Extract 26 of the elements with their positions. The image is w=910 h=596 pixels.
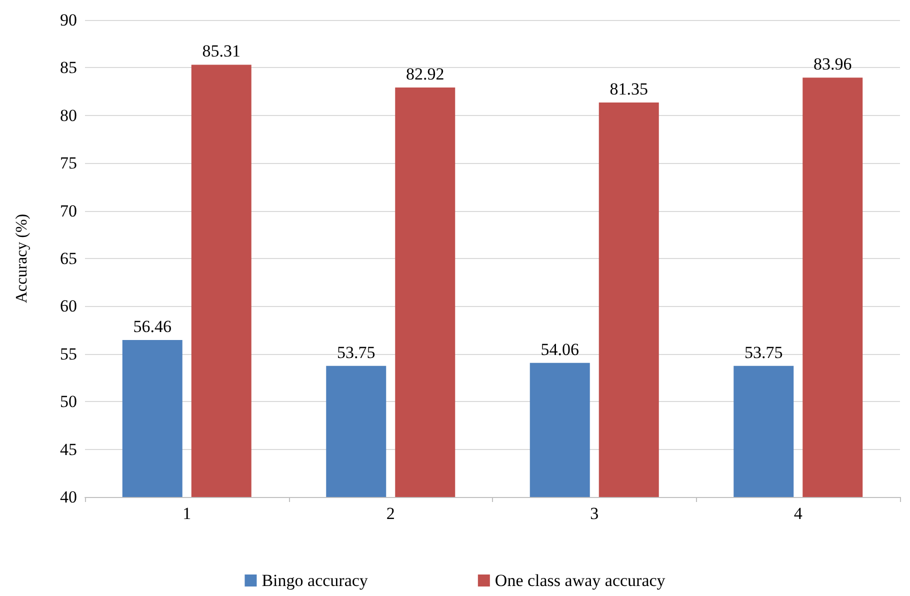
y-tick-label: 75 (60, 154, 77, 173)
y-tick-label: 65 (60, 249, 77, 268)
y-tick-label: 80 (60, 106, 77, 125)
data-label: 56.46 (133, 316, 172, 336)
y-tick-label: 85 (60, 58, 77, 78)
data-label: 83.96 (814, 54, 852, 74)
y-axis-title: Accuracy (%) (14, 214, 30, 304)
data-label: 53.75 (744, 342, 783, 362)
data-label: 53.75 (337, 342, 376, 362)
y-tick-label: 90 (60, 10, 77, 30)
data-label: 82.92 (406, 64, 444, 84)
y-tick-label: 55 (60, 344, 77, 364)
y-tick-label: 60 (60, 296, 77, 316)
x-tick-label: 4 (794, 504, 803, 523)
x-tick-label: 1 (182, 504, 192, 523)
x-tick-label: 3 (590, 504, 599, 523)
data-label: 54.06 (540, 340, 579, 359)
legend-label: Bingo accuracy (262, 571, 368, 590)
y-tick-label: 70 (60, 201, 77, 220)
y-tick-label: 45 (60, 440, 77, 459)
y-tick-label: 50 (60, 392, 77, 412)
data-label: 85.31 (202, 42, 240, 61)
legend-label: One class away accuracy (494, 571, 666, 590)
x-tick-label: 2 (386, 504, 395, 523)
y-tick-label: 40 (60, 488, 77, 506)
data-label: 81.35 (610, 80, 648, 99)
